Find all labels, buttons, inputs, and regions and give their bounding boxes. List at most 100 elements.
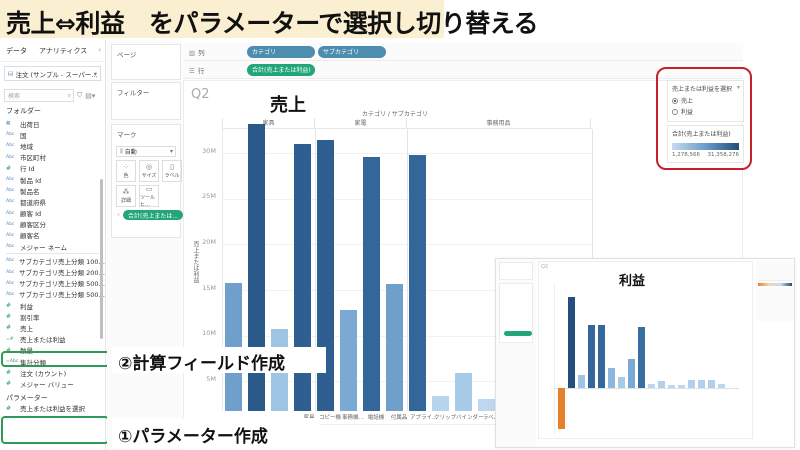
bar[interactable] <box>248 124 265 411</box>
field-item[interactable]: Abc 国 <box>6 131 27 140</box>
parameter-item[interactable]: # 売上または利益を選択 <box>6 404 85 414</box>
bar[interactable] <box>638 327 645 388</box>
category-pill[interactable]: カテゴリ <box>247 45 315 58</box>
field-item[interactable]: # 利益 <box>6 302 33 311</box>
columns-shelf[interactable]: ▥ 列 カテゴリ サブカテゴリ <box>183 43 743 61</box>
field-item[interactable]: Abc 顧客 Id <box>6 210 42 219</box>
number-type-icon: # <box>6 324 12 332</box>
bar[interactable] <box>294 144 311 411</box>
field-item[interactable]: # 注文 (カウント) <box>6 369 67 378</box>
sales-or-profit-pill[interactable]: 合計(売上または利益) <box>247 63 315 76</box>
bar[interactable] <box>688 380 695 388</box>
chevron-down-icon: ▾ <box>169 148 173 155</box>
x-label: アプライ… <box>410 415 438 421</box>
field-item[interactable]: Abc 市区町村 <box>6 154 46 163</box>
field-item[interactable]: Abc 顧客区分 <box>6 221 46 230</box>
bar[interactable] <box>409 155 426 411</box>
filter-icon[interactable]: ⛉ <box>77 91 83 99</box>
chevron-down-icon[interactable]: ▾ <box>736 84 740 91</box>
bar[interactable] <box>608 368 615 388</box>
field-item[interactable]: Abc サブカテゴリ売上分類 500… <box>6 280 105 289</box>
bar[interactable] <box>618 377 625 388</box>
radio-option-profit[interactable]: 利益 <box>672 107 739 116</box>
bar[interactable] <box>658 381 665 388</box>
bar[interactable] <box>478 399 495 411</box>
bar[interactable] <box>340 310 357 411</box>
bar[interactable] <box>668 385 675 388</box>
subcategory-pill[interactable]: サブカテゴリ <box>318 45 386 58</box>
folder-header: フォルダー <box>6 107 41 115</box>
mark-type-dropdown[interactable]: ⫼ 自動 ▾ <box>116 146 176 157</box>
field-item-calc-sales-or-profit[interactable]: =# 売上または利益 <box>6 336 66 345</box>
bar[interactable] <box>678 385 685 388</box>
tab-analytics[interactable]: アナリティクス <box>39 46 88 55</box>
label-button[interactable]: ▯ ラベル <box>162 160 182 182</box>
category-header: 家具 <box>222 118 314 128</box>
search-input[interactable]: 検索 ⌕ <box>4 89 74 102</box>
field-item[interactable]: # 売上 <box>6 324 33 333</box>
collapse-icon[interactable]: ‹ <box>98 46 101 54</box>
tooltip-button[interactable]: ▭ ツールヒ… <box>139 185 159 208</box>
field-item[interactable]: ▦ 出荷日 <box>6 120 40 129</box>
field-item[interactable]: Abc 製品名 <box>6 187 40 196</box>
filters-card[interactable]: フィルター <box>111 82 181 120</box>
search-row: 検索 ⌕ ⛉ ▤▾ <box>4 89 101 102</box>
zero-line <box>555 388 739 389</box>
size-icon: ◎ <box>145 163 153 171</box>
bar[interactable] <box>432 396 449 411</box>
search-placeholder: 検索 <box>8 93 21 100</box>
parameters-header: パラメーター <box>6 393 48 402</box>
calculated-string-icon: =Abc <box>6 359 19 365</box>
bar[interactable] <box>386 284 403 411</box>
field-item[interactable]: Abc 都道府県 <box>6 198 46 207</box>
bar[interactable] <box>588 325 595 388</box>
string-type-icon: Abc <box>6 154 15 160</box>
field-item[interactable]: Abc 製品 Id <box>6 176 42 185</box>
parameter-annotation: ①パラメーター作成 <box>112 418 320 448</box>
field-item[interactable]: Abc サブカテゴリ売上分類 500… <box>6 291 105 300</box>
field-item[interactable]: # 割引率 <box>6 313 40 322</box>
field-item[interactable]: Abc サブカテゴリ売上分類 100… <box>6 257 105 266</box>
color-dots-icon: ⁘ <box>116 211 122 219</box>
color-button[interactable]: ⁘ 色 <box>116 160 136 182</box>
field-item[interactable]: =Abc 集計分類 <box>6 358 46 367</box>
column-header-title: カテゴリ / サブカテゴリ <box>362 111 428 118</box>
field-item[interactable]: Abc 顧客名 <box>6 232 40 241</box>
bar[interactable] <box>558 388 565 429</box>
pages-card[interactable]: ページ <box>111 44 181 80</box>
bar[interactable] <box>578 375 585 388</box>
field-item[interactable]: Abc サブカテゴリ売上分類 200… <box>6 269 105 278</box>
field-item[interactable]: # 行 Id <box>6 164 35 174</box>
y-tick: 20M <box>202 238 216 246</box>
field-list-scrollbar[interactable] <box>100 179 103 339</box>
tab-data[interactable]: データ <box>6 46 27 55</box>
x-label: クリップ <box>433 415 456 421</box>
radio-unselected-icon[interactable] <box>672 108 678 115</box>
view-options-icon[interactable]: ▤▾ <box>85 91 96 100</box>
parameter-control: 売上または利益を選択 ▾ 売上 利益 <box>667 80 744 122</box>
bar[interactable] <box>317 140 334 411</box>
bar[interactable] <box>455 373 472 411</box>
bar[interactable] <box>648 384 655 388</box>
size-button[interactable]: ◎ サイズ <box>139 160 159 182</box>
bar[interactable] <box>568 297 575 388</box>
detail-button[interactable]: ⁂ 詳細 <box>116 185 136 207</box>
radio-option-sales[interactable]: 売上 <box>672 96 739 105</box>
field-item[interactable]: Abc 地域 <box>6 142 33 151</box>
color-measure-pill[interactable]: 合計(売上または... <box>123 210 184 220</box>
bar[interactable] <box>708 380 715 388</box>
datasource-selector[interactable]: ⛁ 注文 (サンプル - スーパー… ▾ <box>4 66 101 81</box>
bar[interactable] <box>628 359 635 388</box>
field-item[interactable]: Abc メジャー ネーム <box>6 243 68 252</box>
inset-parameter-control <box>758 263 792 281</box>
radio-selected-icon[interactable] <box>672 97 678 104</box>
bar[interactable] <box>363 157 380 411</box>
number-type-icon: # <box>6 404 12 412</box>
bar[interactable] <box>698 380 705 388</box>
string-type-icon: Abc <box>6 199 15 205</box>
field-item[interactable]: # メジャー バリュー <box>6 380 74 389</box>
rows-shelf[interactable]: ☰ 行 合計(売上または利益) <box>183 61 743 79</box>
bar[interactable] <box>598 325 605 388</box>
bar[interactable] <box>718 384 725 388</box>
